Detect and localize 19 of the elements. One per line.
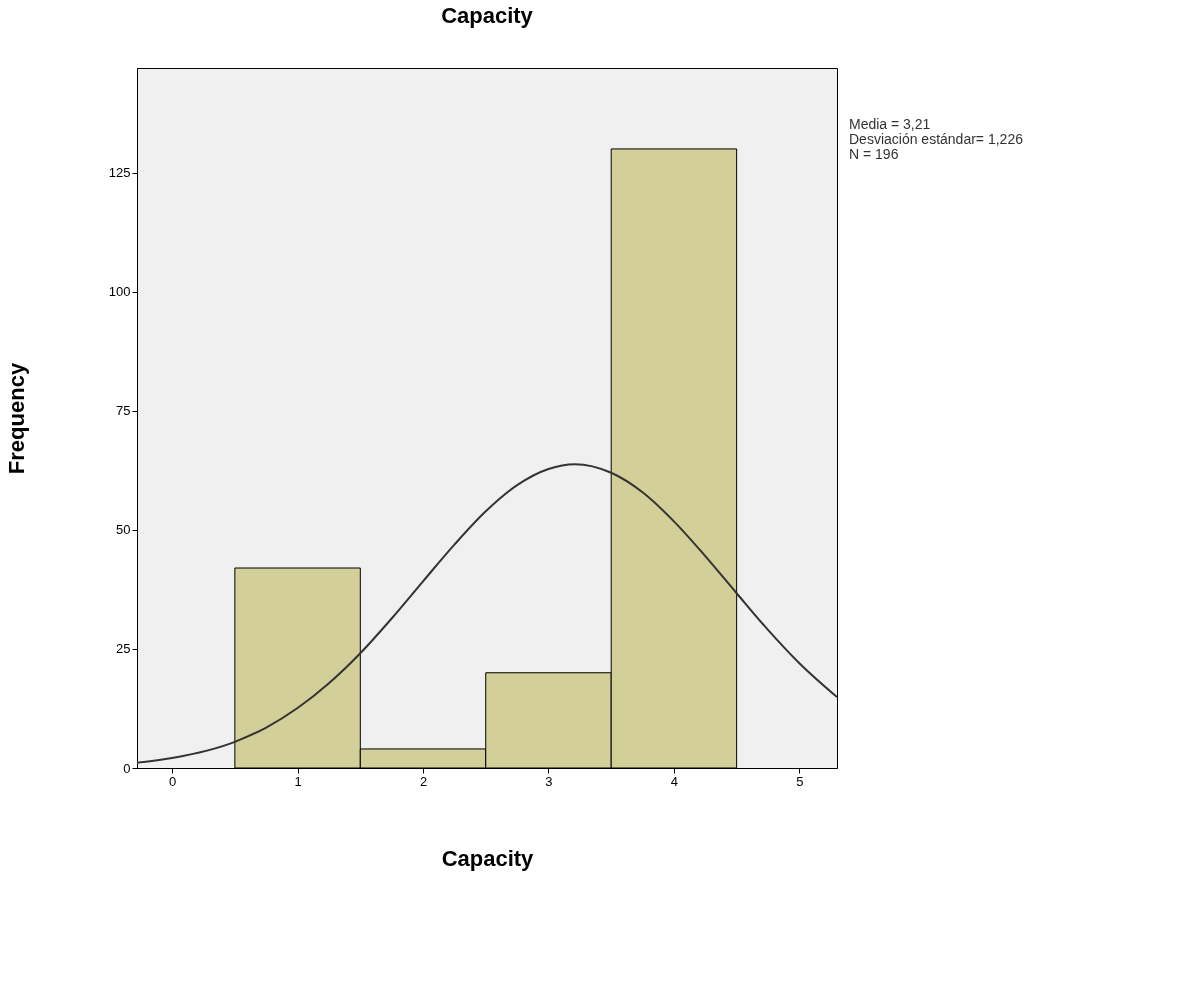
y-tick-label: 100: [108, 284, 131, 300]
y-tick-label: 75: [116, 403, 131, 419]
y-tick-label: 50: [116, 522, 131, 538]
y-tick-label: 25: [116, 641, 131, 657]
text: N = 196: [849, 146, 899, 162]
y-tick-label: 125: [108, 165, 131, 181]
x-tick-label: 3: [545, 773, 553, 789]
y-axis-title: Frequency: [3, 362, 29, 475]
chart-title: Capacity: [441, 3, 534, 28]
x-tick-label: 0: [169, 773, 177, 789]
x-tick-label: 5: [796, 773, 804, 789]
y-tick-label: 0: [123, 760, 131, 776]
x-tick-label: 2: [419, 773, 428, 789]
line-series: [137, 463, 837, 764]
x-tick-label: 1: [294, 773, 302, 789]
text: Media = 3,21: [849, 116, 931, 132]
x-tick-label: 4: [670, 773, 679, 789]
text: Desviación estándar= 1,226: [849, 131, 1024, 147]
x-axis-title: Capacity: [441, 845, 535, 871]
